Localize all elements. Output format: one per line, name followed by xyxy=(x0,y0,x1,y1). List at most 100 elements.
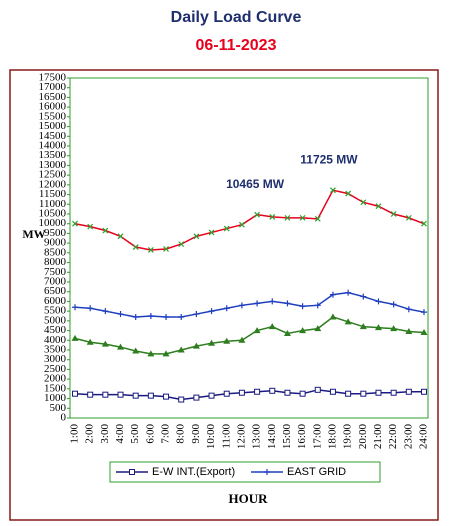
marker xyxy=(163,313,170,320)
marker xyxy=(238,389,245,396)
marker xyxy=(208,392,215,399)
y-tick-label: 4500 xyxy=(44,324,67,336)
marker xyxy=(264,469,270,475)
marker xyxy=(178,313,185,320)
x-tick-label: 12:00 xyxy=(235,424,247,450)
chart-frame xyxy=(9,69,439,521)
marker xyxy=(72,304,78,311)
marker xyxy=(117,233,124,240)
marker xyxy=(345,390,352,397)
marker xyxy=(223,225,230,232)
y-tick-label: 0 xyxy=(61,412,67,424)
marker xyxy=(284,389,291,396)
y-tick-label: 7500 xyxy=(44,266,67,278)
marker xyxy=(86,338,94,345)
marker xyxy=(421,388,427,395)
chart-subtitle: 06-11-2023 xyxy=(196,37,277,54)
marker xyxy=(177,346,185,353)
marker xyxy=(375,298,382,305)
y-tick-label: 2000 xyxy=(44,373,67,385)
y-tick-label: 8500 xyxy=(44,246,67,258)
marker xyxy=(299,390,306,397)
marker xyxy=(268,323,276,330)
marker xyxy=(254,211,261,218)
marker xyxy=(390,301,397,308)
x-tick-label: 10:00 xyxy=(205,424,217,450)
y-tick-label: 13000 xyxy=(39,159,67,171)
marker xyxy=(330,187,336,194)
marker xyxy=(193,394,200,401)
x-tick-label: 11:00 xyxy=(220,424,232,449)
marker xyxy=(314,215,321,222)
marker xyxy=(405,328,413,335)
x-tick-label: 9:00 xyxy=(190,424,202,444)
marker xyxy=(117,311,124,318)
x-tick-label: 17:00 xyxy=(311,424,323,450)
y-tick-label: 15000 xyxy=(39,120,67,132)
x-tick-label: 1:00 xyxy=(69,424,81,444)
x-tick-label: 2:00 xyxy=(84,424,96,444)
marker xyxy=(72,390,78,397)
marker xyxy=(329,313,337,320)
x-tick-label: 20:00 xyxy=(357,424,369,450)
x-tick-label: 14:00 xyxy=(266,424,278,450)
marker xyxy=(163,393,170,400)
marker xyxy=(345,289,352,296)
marker xyxy=(193,311,200,318)
y-tick-label: 6500 xyxy=(44,285,67,297)
y-tick-label: 7000 xyxy=(44,276,67,288)
marker xyxy=(390,389,397,396)
marker xyxy=(147,247,154,253)
series-line xyxy=(74,316,425,355)
marker xyxy=(253,327,261,334)
legend-label: E-W INT.(Export) xyxy=(152,466,235,478)
marker xyxy=(208,339,216,346)
x-tick-label: 15:00 xyxy=(281,424,293,450)
x-tick-label: 4:00 xyxy=(114,424,126,444)
y-tick-label: 10500 xyxy=(39,208,67,220)
marker xyxy=(163,246,169,252)
marker xyxy=(405,388,412,395)
marker xyxy=(132,313,139,320)
marker xyxy=(102,308,109,315)
marker xyxy=(299,327,307,334)
marker xyxy=(238,221,245,228)
marker xyxy=(178,241,185,248)
marker xyxy=(129,469,135,475)
y-tick-label: 2500 xyxy=(44,363,67,375)
marker xyxy=(117,391,124,398)
marker xyxy=(132,347,140,354)
marker xyxy=(345,190,352,197)
y-tick-label: 14500 xyxy=(39,130,67,142)
y-tick-label: 1000 xyxy=(44,392,67,404)
marker xyxy=(254,300,261,307)
marker xyxy=(238,302,245,309)
x-tick-label: 8:00 xyxy=(175,424,187,444)
marker xyxy=(193,233,200,240)
marker xyxy=(375,389,382,396)
marker xyxy=(162,350,170,357)
marker xyxy=(269,298,276,305)
marker xyxy=(329,388,336,395)
marker xyxy=(208,308,215,315)
marker xyxy=(420,329,428,336)
y-tick-label: 13500 xyxy=(39,149,67,161)
marker xyxy=(132,244,139,250)
y-tick-label: 8000 xyxy=(44,256,67,268)
y-tick-label: 12000 xyxy=(39,178,67,190)
x-tick-label: 5:00 xyxy=(129,424,141,444)
annotation: 11725 MW xyxy=(300,152,358,166)
series-line xyxy=(74,291,425,318)
marker xyxy=(147,350,155,357)
marker xyxy=(102,391,109,398)
x-tick-label: 23:00 xyxy=(402,424,414,450)
marker xyxy=(102,227,109,234)
marker xyxy=(390,211,397,217)
marker xyxy=(223,390,230,397)
marker xyxy=(329,291,336,298)
y-tick-label: 9000 xyxy=(44,237,67,249)
y-tick-label: 5000 xyxy=(44,314,67,326)
x-tick-label: 13:00 xyxy=(251,424,263,450)
y-tick-label: 6000 xyxy=(44,295,67,307)
